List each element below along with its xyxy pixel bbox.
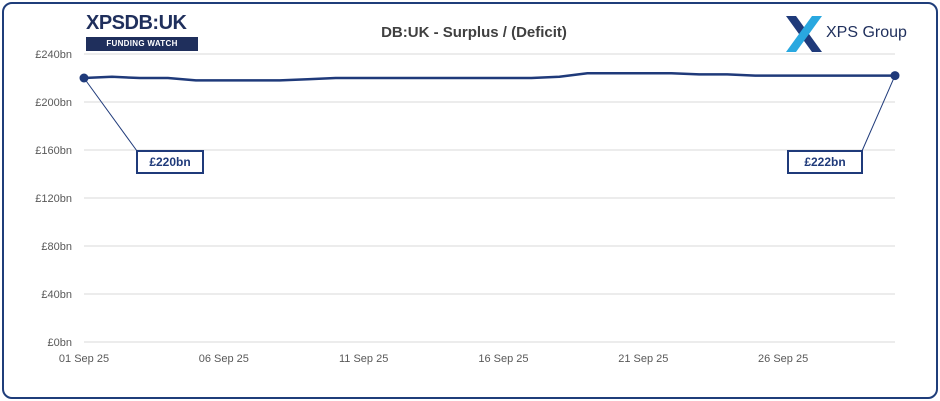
y-tick-label: £80bn bbox=[41, 241, 72, 253]
xps-x-icon bbox=[786, 16, 822, 52]
x-tick-label: 26 Sep 25 bbox=[758, 353, 808, 365]
y-tick-label: £120bn bbox=[35, 193, 72, 205]
logo-right-text: XPS Group bbox=[826, 24, 907, 41]
annotation-layer: £220bn £222bn bbox=[83, 75, 896, 174]
x-axis: 01 Sep 25 06 Sep 25 11 Sep 25 16 Sep 25 21 S… bbox=[59, 353, 808, 365]
x-tick-label: 01 Sep 25 bbox=[59, 353, 109, 365]
chart-title: DB:UK - Surplus / (Deficit) bbox=[381, 24, 567, 41]
series-layer bbox=[79, 71, 900, 83]
logo-left-text: XPSDB:UK bbox=[86, 12, 187, 34]
callout-box bbox=[787, 150, 863, 174]
x-tick-label: 11 Sep 25 bbox=[339, 353, 388, 365]
callout-box bbox=[136, 150, 204, 174]
y-tick-label: £200bn bbox=[35, 97, 72, 109]
callout-leader bbox=[83, 77, 138, 152]
callout-leader bbox=[861, 75, 896, 152]
grid-layer bbox=[84, 53, 895, 343]
data-label: £222bn bbox=[804, 155, 845, 169]
y-tick-label: £240bn bbox=[35, 49, 72, 61]
data-label: £220bn bbox=[149, 155, 190, 169]
y-tick-label: £0bn bbox=[48, 337, 72, 349]
xps-group-logo: XPS Group bbox=[784, 14, 914, 54]
y-tick-label: £160bn bbox=[35, 145, 72, 157]
x-tick-label: 21 Sep 25 bbox=[618, 353, 668, 365]
y-axis: £0bn £40bn £80bn £120bn £160bn £200bn £240bn bbox=[35, 49, 72, 349]
y-tick-label: £40bn bbox=[41, 289, 72, 301]
series-line bbox=[83, 71, 895, 82]
x-tick-label: 06 Sep 25 bbox=[199, 353, 249, 365]
x-tick-label: 16 Sep 25 bbox=[478, 353, 528, 365]
xps-dbuk-logo: XPSDB:UK FUNDING WATCH bbox=[86, 12, 202, 52]
logo-left-tag: FUNDING WATCH bbox=[86, 37, 198, 51]
